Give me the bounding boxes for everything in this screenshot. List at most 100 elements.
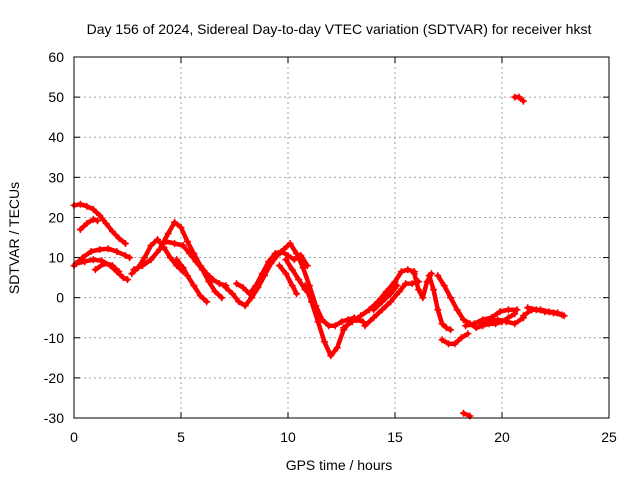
data-point [216,280,223,288]
data-point [121,252,129,259]
x-tick-label: 0 [70,429,78,445]
data-point [438,336,446,344]
data-point [370,306,378,314]
series-trace-9 [174,257,209,304]
data-point [378,298,386,306]
y-tick-label: 30 [48,169,64,185]
data-point [271,250,279,257]
data-point [76,226,84,233]
y-tick-label: 0 [56,290,64,306]
y-tick-label: -30 [44,410,64,426]
data-point [183,272,191,280]
data-point [485,318,493,326]
data-point [128,270,136,278]
data-point [196,292,204,300]
data-point [198,266,206,274]
data-point [504,306,512,314]
data-point [89,256,97,264]
data-point [218,294,226,302]
data-point [340,324,348,332]
data-point [470,320,478,328]
data-point [387,298,395,306]
data-point [434,306,442,314]
data-point [295,276,303,284]
data-point [460,409,467,417]
data-point [434,272,442,280]
series-trace-19 [426,273,453,333]
series-trace-13 [277,263,299,296]
y-tick-label: 60 [48,49,64,65]
data-point [154,236,161,243]
data-point [104,245,112,253]
y-tick-labels: -30 -20 -10 0 10 20 30 40 50 60 [44,49,64,426]
data-point [209,276,217,284]
data-point [282,256,290,264]
data-point [303,262,311,270]
data-point [126,254,134,262]
x-tick-label: 15 [387,429,403,445]
data-point [515,93,523,101]
data-point [190,282,198,290]
data-point [139,262,146,270]
data-point [494,316,502,324]
data-point [502,318,510,326]
data-point [348,318,356,326]
data-point [258,270,266,278]
data-point [241,302,249,310]
y-tick-label: 20 [48,209,64,225]
data-point [233,280,241,288]
data-point [419,294,427,302]
data-point [393,282,401,290]
data-point [453,306,461,314]
data-point [511,320,519,328]
data-point [524,304,532,312]
y-tick-label: 10 [48,250,64,266]
data-point [173,256,181,264]
data-point [235,298,243,306]
data-point [338,318,345,326]
data-point [124,276,131,284]
data-point [130,266,138,274]
data-point [275,262,283,270]
data-point [156,246,164,253]
data-point [147,242,155,249]
data-point [164,230,172,237]
data-point [87,248,95,255]
data-point [299,264,307,272]
data-point [119,274,127,282]
y-tick-label: -10 [44,330,64,346]
data-point [410,270,418,278]
y-tick-label: 40 [48,129,64,145]
data-point [308,298,315,306]
data-point [301,282,309,290]
data-point [477,320,485,328]
data-point [293,290,301,298]
data-point [415,286,422,294]
data-point [361,322,369,330]
data-point [314,318,322,326]
data-point [382,288,390,296]
data-point [115,268,123,276]
data-point [115,234,123,242]
data-point [404,266,412,274]
x-tick-label: 20 [494,429,510,445]
data-point [402,280,410,288]
x-axis-title: GPS time / hours [286,457,393,473]
data-point [278,248,286,255]
data-point [378,306,386,314]
data-point [81,258,89,266]
data-point [147,256,155,264]
data-point [327,352,335,360]
data-point [318,316,326,324]
data-point [100,260,108,268]
data-point [395,288,403,296]
data-point [109,228,116,235]
data-point [286,240,294,247]
series-trace-17 [371,283,400,312]
x-tick-label: 25 [601,429,617,445]
data-point [438,320,446,328]
data-point [171,218,179,226]
data-point [89,215,97,223]
y-tick-label: -20 [44,370,64,386]
data-point [186,250,194,257]
